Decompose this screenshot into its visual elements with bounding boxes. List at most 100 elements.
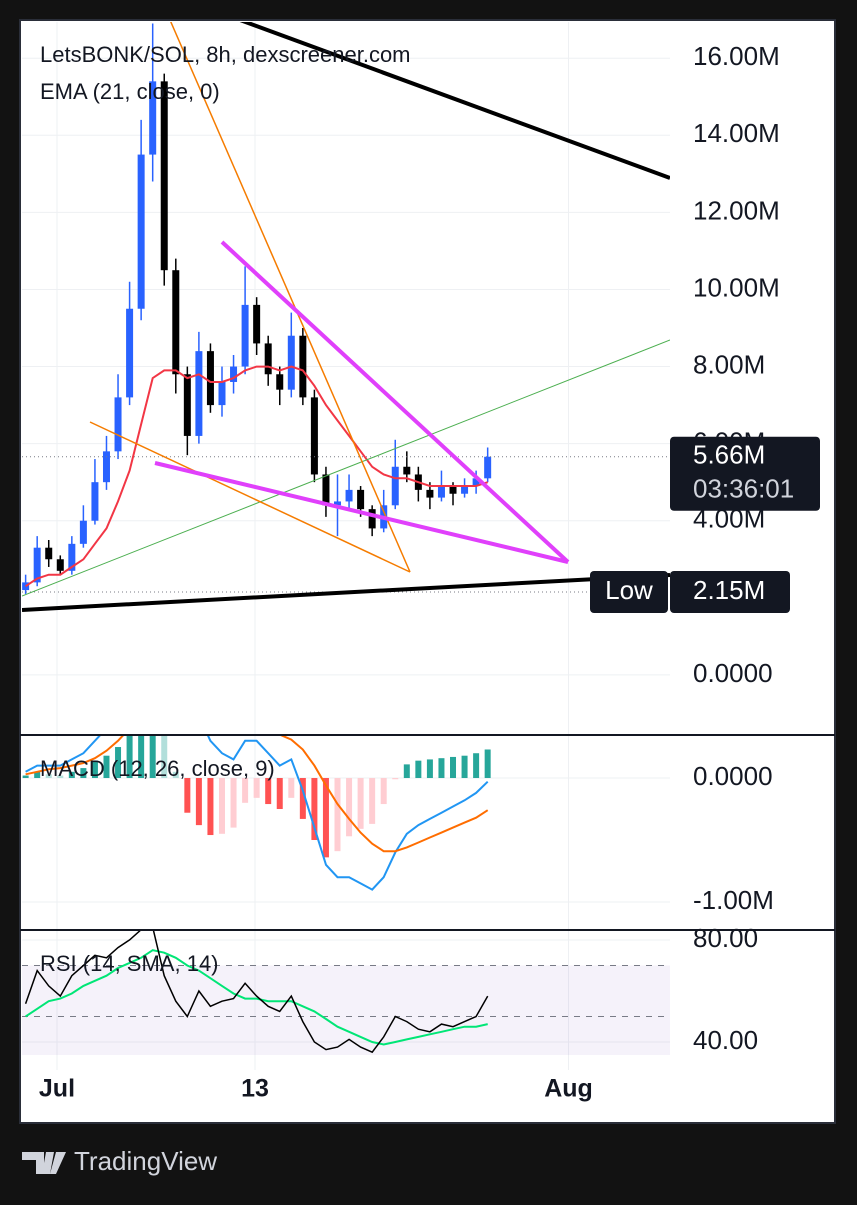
candle-body <box>287 335 295 390</box>
macd-histogram-bar <box>91 760 98 779</box>
macd-histogram-bar <box>484 749 491 779</box>
candle-body <box>195 351 203 436</box>
candle-body <box>137 154 145 309</box>
candle-body <box>437 486 445 498</box>
macd-histogram-bar <box>426 759 433 779</box>
y-tick-label: 10.00M <box>693 272 780 302</box>
candle-body <box>68 543 76 571</box>
rsi-band <box>22 965 670 1055</box>
low-value-label: 2.15M <box>693 575 765 605</box>
y-tick-label: -1.00M <box>693 885 774 915</box>
candle-body <box>241 304 249 367</box>
y-tick-label: 8.00M <box>693 349 765 379</box>
macd-histogram-bar <box>184 778 191 813</box>
macd-histogram-bar <box>172 771 179 779</box>
macd-histogram-bar <box>242 778 249 803</box>
candle-body <box>310 397 318 475</box>
brand: TradingView <box>22 1146 217 1176</box>
y-tick-label: 0.0000 <box>693 658 773 688</box>
macd-histogram-bar <box>415 760 422 779</box>
y-tick-label: 14.00M <box>693 118 780 148</box>
macd-histogram-bar <box>126 735 133 779</box>
macd-histogram-bar <box>346 778 353 837</box>
trend-line <box>89 421 411 573</box>
macd-histogram-bar <box>380 778 387 805</box>
low-title-box <box>590 571 668 614</box>
macd-histogram-bar <box>322 778 329 858</box>
y-tick-label: 16.00M <box>693 41 780 71</box>
chart-title: LetsBONK/SOL, 8h, dexscreener.com <box>40 42 411 67</box>
macd-histogram-bar <box>265 778 272 805</box>
macd-histogram-bar <box>80 768 87 779</box>
macd-histogram-bar <box>450 756 457 779</box>
candle-body <box>172 270 180 375</box>
candle-body <box>102 451 110 483</box>
y-tick-label: 12.00M <box>693 195 780 225</box>
macd-histogram-bar <box>438 758 445 779</box>
macd-pane <box>22 735 491 891</box>
y-tick-label: 0.0000 <box>693 761 773 791</box>
ema-line <box>25 365 489 588</box>
price-pane <box>22 23 670 594</box>
y-tick-label: 40.00 <box>693 1025 758 1055</box>
candle-body <box>114 397 122 452</box>
macd-histogram-bar <box>103 755 110 779</box>
rsi-line <box>24 930 489 1054</box>
candle-body <box>461 486 469 494</box>
candle-body <box>334 501 342 506</box>
rsi-legend: RSI (14, SMA, 14) <box>40 951 219 976</box>
macd-histogram-bar <box>57 775 64 779</box>
candle-body <box>449 486 457 494</box>
candle-body <box>160 81 168 271</box>
macd-histogram-bar <box>22 775 29 779</box>
candle-body <box>264 343 272 375</box>
candle-body <box>206 351 214 406</box>
macd-histogram-bar <box>403 764 410 779</box>
last-price-box <box>670 436 820 511</box>
ema-legend: EMA (21, close, 0) <box>40 79 220 104</box>
x-tick-label: Aug <box>544 1075 593 1103</box>
macd-histogram-bar <box>218 778 225 834</box>
macd-histogram-bar <box>161 735 168 779</box>
candle-body <box>79 520 87 544</box>
trend-line <box>22 573 670 612</box>
macd-histogram-bar <box>45 774 52 779</box>
brand-name: TradingView <box>74 1146 217 1176</box>
macd-legend: MACD (12, 26, close, 9) <box>40 756 275 781</box>
macd-histogram-bar <box>276 778 283 810</box>
macd-histogram-bar <box>68 771 75 779</box>
candle-body <box>126 308 134 398</box>
macd-histogram-bar <box>369 778 376 824</box>
macd-histogram-bar <box>473 753 480 779</box>
candle-body <box>33 547 41 583</box>
macd-histogram-bar <box>334 778 341 852</box>
macd-histogram-bar <box>311 778 318 840</box>
macd-histogram-bar <box>299 778 306 819</box>
candle-body <box>149 81 157 155</box>
drawings <box>22 22 670 612</box>
macd-histogram-bar <box>392 778 399 780</box>
macd-histogram-bar <box>288 778 295 798</box>
macd-line <box>25 735 489 891</box>
low-value-box <box>670 571 790 614</box>
rsi-sma-line <box>25 949 488 1046</box>
brand-logo <box>22 1152 66 1174</box>
trend-line <box>22 339 670 597</box>
macd-histogram-bar <box>230 778 237 828</box>
trend-line <box>239 22 670 180</box>
macd-histogram-bar <box>138 735 145 779</box>
labels: LetsBONK/SOL, 8h, dexscreener.com EMA (2… <box>39 41 820 1103</box>
last-price-label: 5.66M <box>693 440 765 470</box>
candle-body <box>183 374 191 436</box>
macd-histogram-bar <box>253 778 260 798</box>
candle-body <box>299 335 307 398</box>
candle-body <box>472 478 480 487</box>
trend-line <box>170 22 411 573</box>
macd-histogram-bar <box>149 735 156 779</box>
candle-body <box>230 366 238 382</box>
macd-histogram-bar <box>461 755 468 779</box>
candle-body <box>253 304 261 344</box>
rsi-pane <box>22 930 670 1055</box>
